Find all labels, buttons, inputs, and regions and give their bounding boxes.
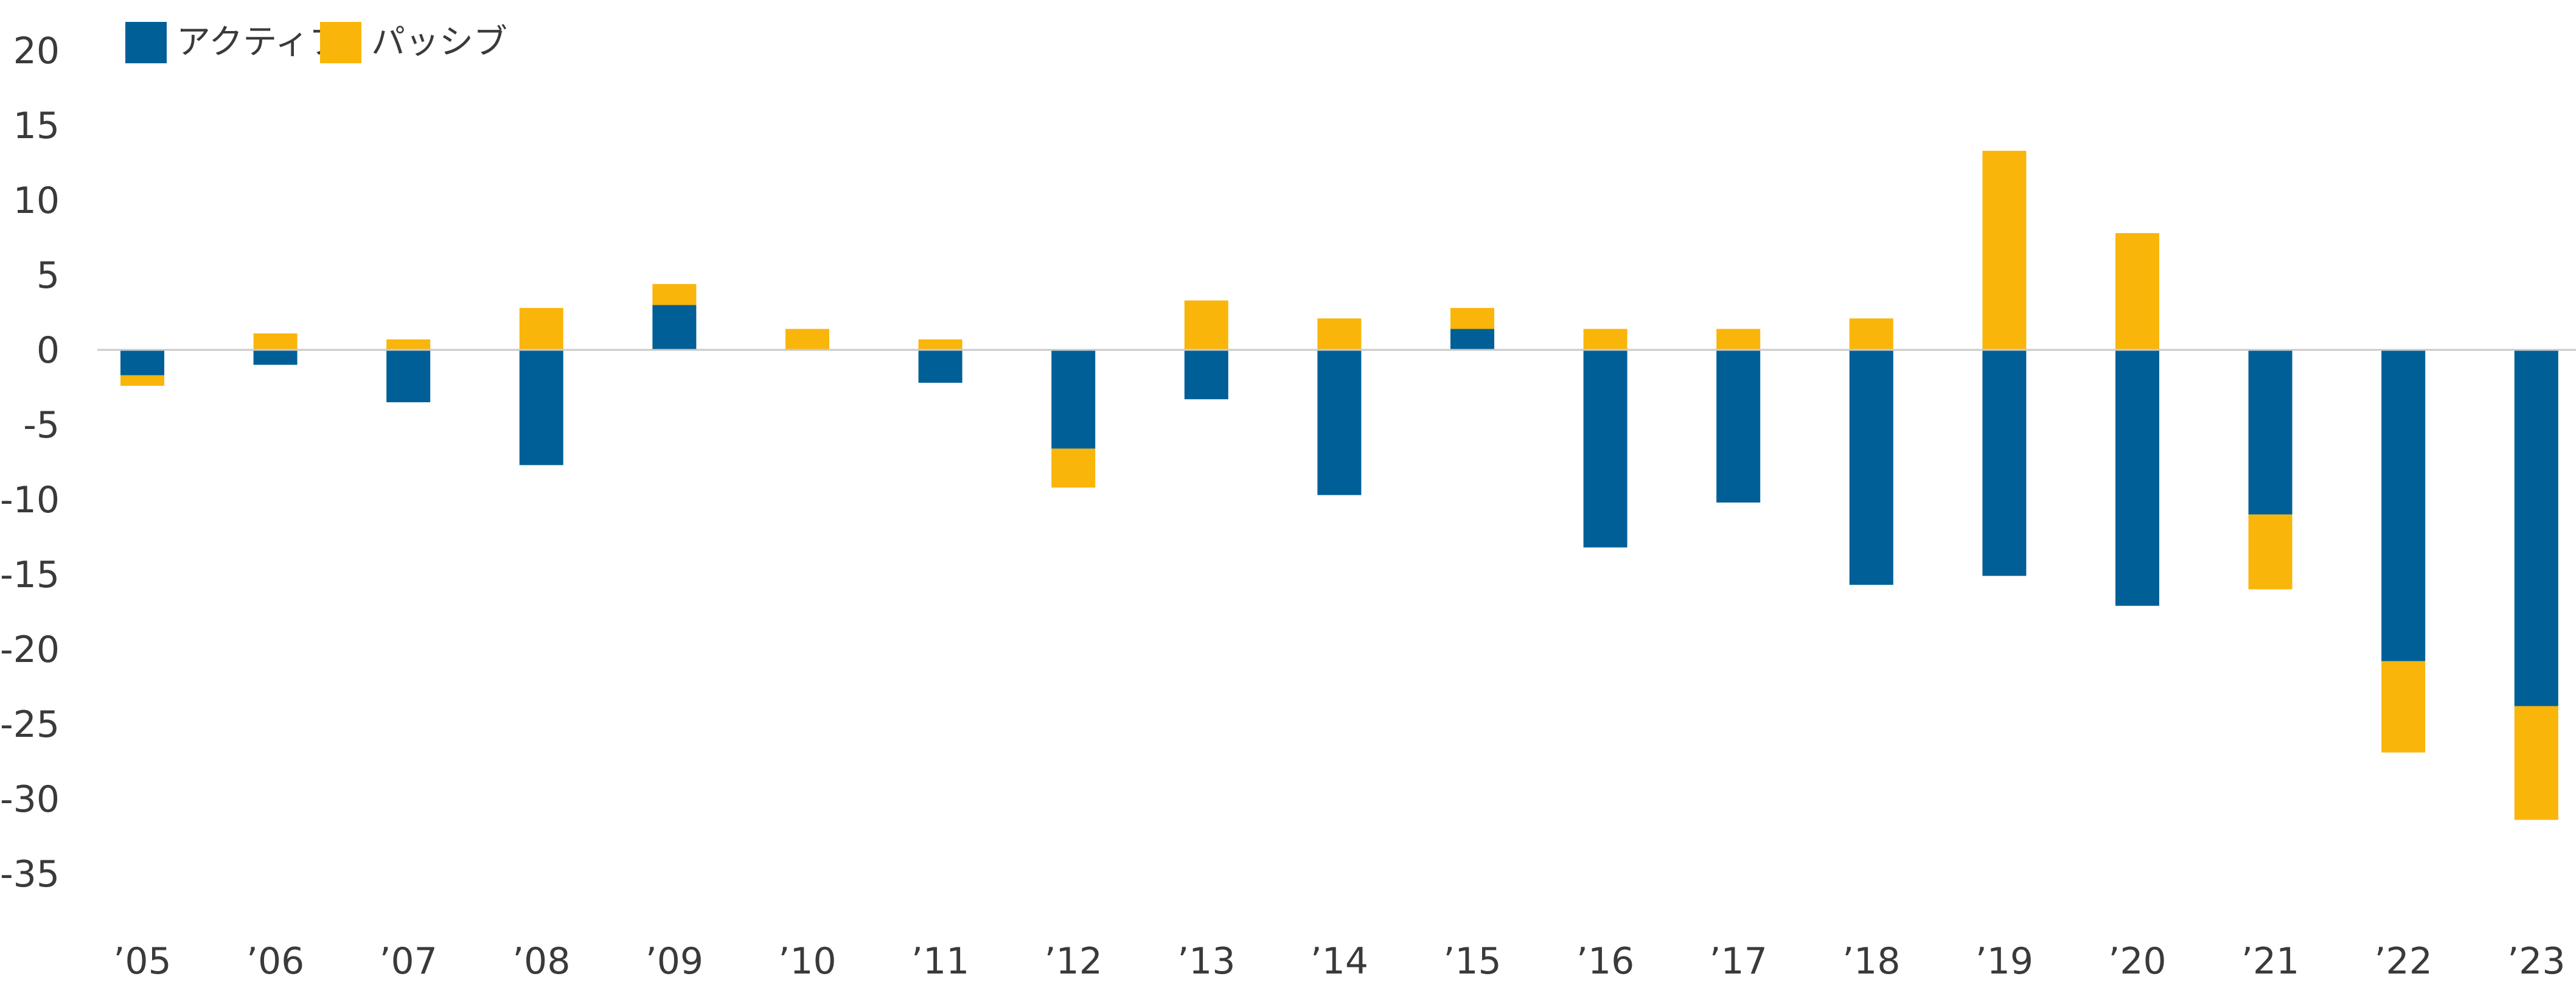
x-tick-label: ’07: [379, 940, 437, 983]
x-tick-label: ’08: [512, 940, 570, 983]
legend-swatch-active: [125, 22, 167, 63]
bar-active: [2514, 350, 2558, 706]
bar-passive: [386, 339, 431, 350]
bar-passive: [2381, 661, 2426, 753]
bar-active: [386, 350, 431, 403]
x-tick-label: ’19: [1976, 940, 2033, 983]
x-tick-label: ’06: [246, 940, 304, 983]
bar-active: [2115, 350, 2159, 606]
legend-label-active: アクティブ: [176, 23, 343, 62]
x-tick-label: ’15: [1443, 940, 1501, 983]
bar-passive: [519, 308, 563, 350]
bar-active: [519, 350, 563, 465]
bar-passive: [1051, 448, 1096, 488]
x-axis-ticks: ’05 ’06 ’07 ’08 ’09 ’10 ’11 ’12 ’13 ’14 ’15 ’16 ’17 ’…: [113, 940, 2565, 983]
y-tick-label: -15: [0, 554, 60, 596]
bar-active: [1184, 350, 1228, 400]
bar-active: [2381, 350, 2426, 661]
y-tick-label: -20: [0, 629, 60, 671]
x-tick-label: ’16: [1576, 940, 1634, 983]
bar-passive: [2514, 706, 2558, 820]
legend-swatch-passive: [320, 22, 361, 63]
legend: アクティブ パッシブ: [125, 22, 507, 63]
x-tick-label: ’10: [778, 940, 836, 983]
bar-active: [1716, 350, 1761, 503]
bar-passive: [1184, 300, 1228, 350]
bar-active: [1051, 350, 1096, 449]
bar-active: [120, 350, 164, 375]
y-tick-label: -10: [0, 479, 60, 521]
x-tick-label: ’23: [2507, 940, 2565, 983]
x-tick-label: ’22: [2374, 940, 2432, 983]
y-axis-ticks: 20 15 10 5 0 -5 -10 -15 -20 -25 -30 -35: [0, 30, 60, 896]
y-tick-label: -35: [0, 853, 60, 896]
bar-active: [253, 350, 298, 365]
x-tick-label: ’20: [2108, 940, 2166, 983]
x-tick-label: ’21: [2241, 940, 2299, 983]
x-tick-label: ’05: [113, 940, 171, 983]
x-tick-label: ’14: [1311, 940, 1368, 983]
x-tick-label: ’17: [1709, 940, 1767, 983]
bar-passive: [1317, 318, 1362, 350]
x-tick-label: ’09: [646, 940, 703, 983]
bar-passive: [120, 375, 164, 386]
bar-passive: [1849, 318, 1893, 350]
bars: [120, 150, 2558, 820]
y-tick-label: 15: [13, 105, 60, 147]
y-tick-label: -5: [23, 404, 60, 447]
bar-passive: [2115, 233, 2159, 350]
bar-passive: [1982, 150, 2027, 350]
y-tick-label: 20: [13, 30, 60, 72]
bar-passive: [2248, 514, 2292, 590]
bar-passive: [785, 329, 829, 350]
bar-passive: [253, 333, 298, 350]
x-tick-label: ’11: [911, 940, 969, 983]
bar-active: [1982, 350, 2027, 576]
bar-active: [1849, 350, 1893, 585]
bar-active: [1450, 329, 1494, 350]
x-tick-label: ’18: [1842, 940, 1900, 983]
bar-passive: [1583, 329, 1627, 350]
bar-passive: [1716, 329, 1761, 350]
bar-active: [1583, 350, 1627, 548]
bar-active: [918, 350, 963, 383]
legend-label-passive: パッシブ: [371, 23, 507, 62]
bar-active: [1317, 350, 1362, 495]
bar-active: [652, 305, 697, 350]
y-tick-label: 0: [37, 329, 60, 372]
y-tick-label: 5: [37, 254, 60, 297]
bar-passive: [1450, 308, 1494, 329]
bar-passive: [918, 339, 963, 350]
bar-active: [2248, 350, 2292, 515]
y-tick-label: -30: [0, 778, 60, 821]
y-tick-label: 10: [13, 179, 60, 222]
x-tick-label: ’12: [1044, 940, 1102, 983]
y-tick-label: -25: [0, 703, 60, 746]
bar-passive: [652, 284, 697, 305]
x-tick-label: ’13: [1177, 940, 1235, 983]
